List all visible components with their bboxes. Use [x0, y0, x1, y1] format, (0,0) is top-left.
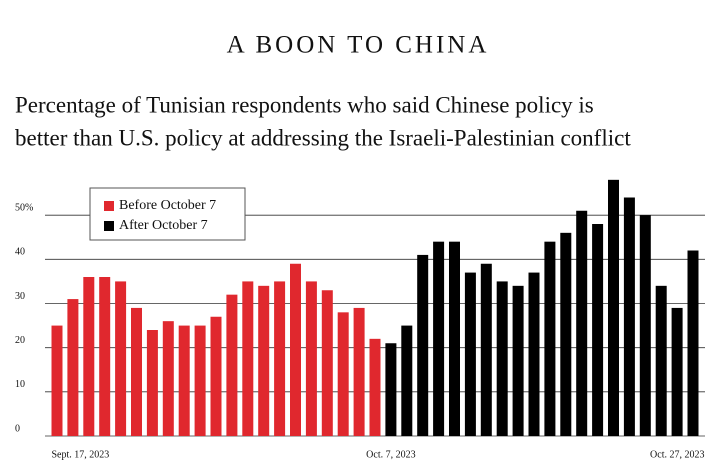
bar [385, 343, 397, 436]
bar [369, 338, 381, 436]
bar [512, 285, 524, 436]
bar [115, 281, 127, 436]
bar [544, 241, 556, 436]
bar [608, 179, 619, 437]
legend: Before October 7 After October 7 [89, 187, 246, 241]
chart-subtitle: Percentage of Tunisian respondents who s… [15, 92, 594, 117]
bar [178, 325, 190, 436]
bar [162, 321, 174, 436]
bar [210, 316, 222, 436]
y-tick-label: 20 [15, 335, 25, 346]
bar [83, 277, 95, 436]
legend-label: Before October 7 [119, 198, 216, 213]
bar [639, 215, 651, 436]
bar [242, 281, 254, 436]
chart-title: A BOON TO CHINA [227, 32, 490, 59]
bar [146, 330, 158, 436]
bar [274, 281, 286, 436]
y-tick-label: 10 [15, 379, 25, 390]
bar [464, 272, 476, 436]
bar [321, 290, 333, 436]
x-tick-label: Oct. 27, 2023 [650, 449, 704, 460]
bar [337, 312, 349, 436]
bar [258, 285, 270, 436]
bar [401, 325, 413, 436]
bar [51, 325, 63, 436]
bar [353, 307, 365, 436]
bar [496, 281, 508, 436]
legend-swatch [104, 221, 114, 231]
x-tick-label: Oct. 7, 2023 [366, 449, 415, 460]
bar [655, 285, 667, 436]
bar [687, 250, 699, 436]
y-tick-label: 0 [15, 423, 20, 434]
bar [305, 281, 317, 436]
bar [592, 224, 604, 436]
chart-subtitle: better than U.S. policy at addressing th… [15, 125, 631, 150]
bar [480, 263, 492, 436]
x-tick-label: Sept. 17, 2023 [52, 449, 110, 460]
bar [417, 254, 429, 436]
bar [433, 241, 445, 436]
legend-label: After October 7 [119, 218, 208, 233]
bar [528, 272, 540, 436]
legend-box [89, 187, 246, 241]
bars [51, 179, 699, 437]
bar [560, 232, 572, 436]
bar [131, 307, 142, 436]
y-tick-label: 30 [15, 291, 25, 302]
y-tick-label: 40 [15, 247, 25, 258]
bar [67, 299, 79, 436]
legend-swatch [104, 201, 114, 211]
bar [576, 210, 588, 436]
bar [449, 241, 460, 436]
bar [194, 325, 206, 436]
bar [226, 294, 238, 436]
y-tick-label: 50% [15, 202, 33, 213]
bar [671, 307, 683, 436]
bar [623, 197, 635, 436]
bar [99, 277, 111, 436]
bar [290, 263, 301, 436]
